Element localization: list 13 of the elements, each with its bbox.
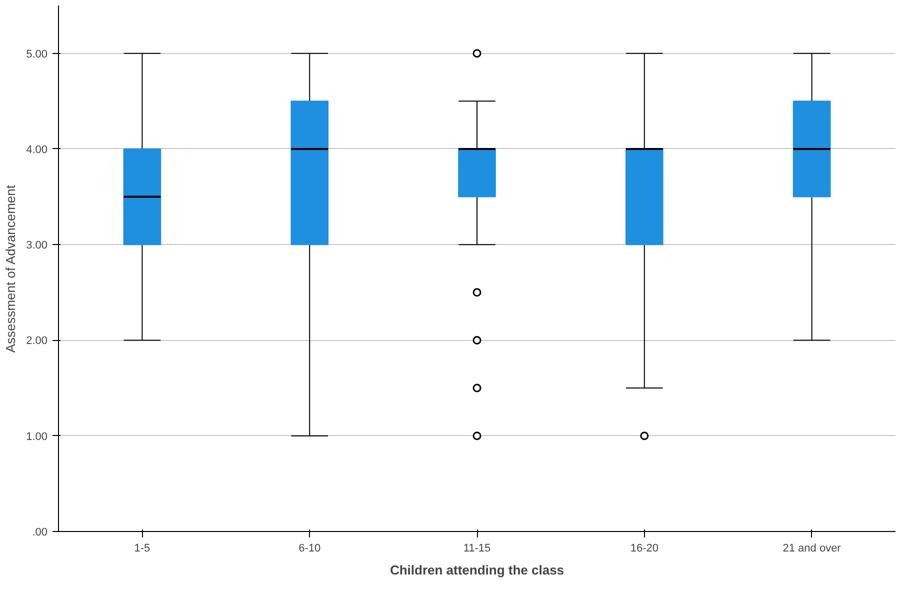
x-tick-label: 16-20: [630, 542, 658, 554]
y-tick-label: 1.00: [26, 430, 48, 443]
y-axis-title: Assessment of Advancement: [3, 184, 18, 353]
y-tick-label: 4.00: [26, 144, 48, 156]
y-tick-label: .00: [32, 526, 48, 538]
x-tick-label: 6-10: [298, 542, 321, 554]
x-axis-title: Children attending the class: [390, 562, 564, 578]
x-tick-label: 21 and over: [782, 542, 842, 554]
y-tick-label: 2.00: [26, 335, 48, 348]
y-tick-label: 3.00: [26, 240, 48, 252]
x-tick-label: 11-15: [463, 542, 491, 554]
x-tick-label: 1-5: [134, 542, 150, 554]
y-tick-label: 5.00: [26, 48, 48, 60]
